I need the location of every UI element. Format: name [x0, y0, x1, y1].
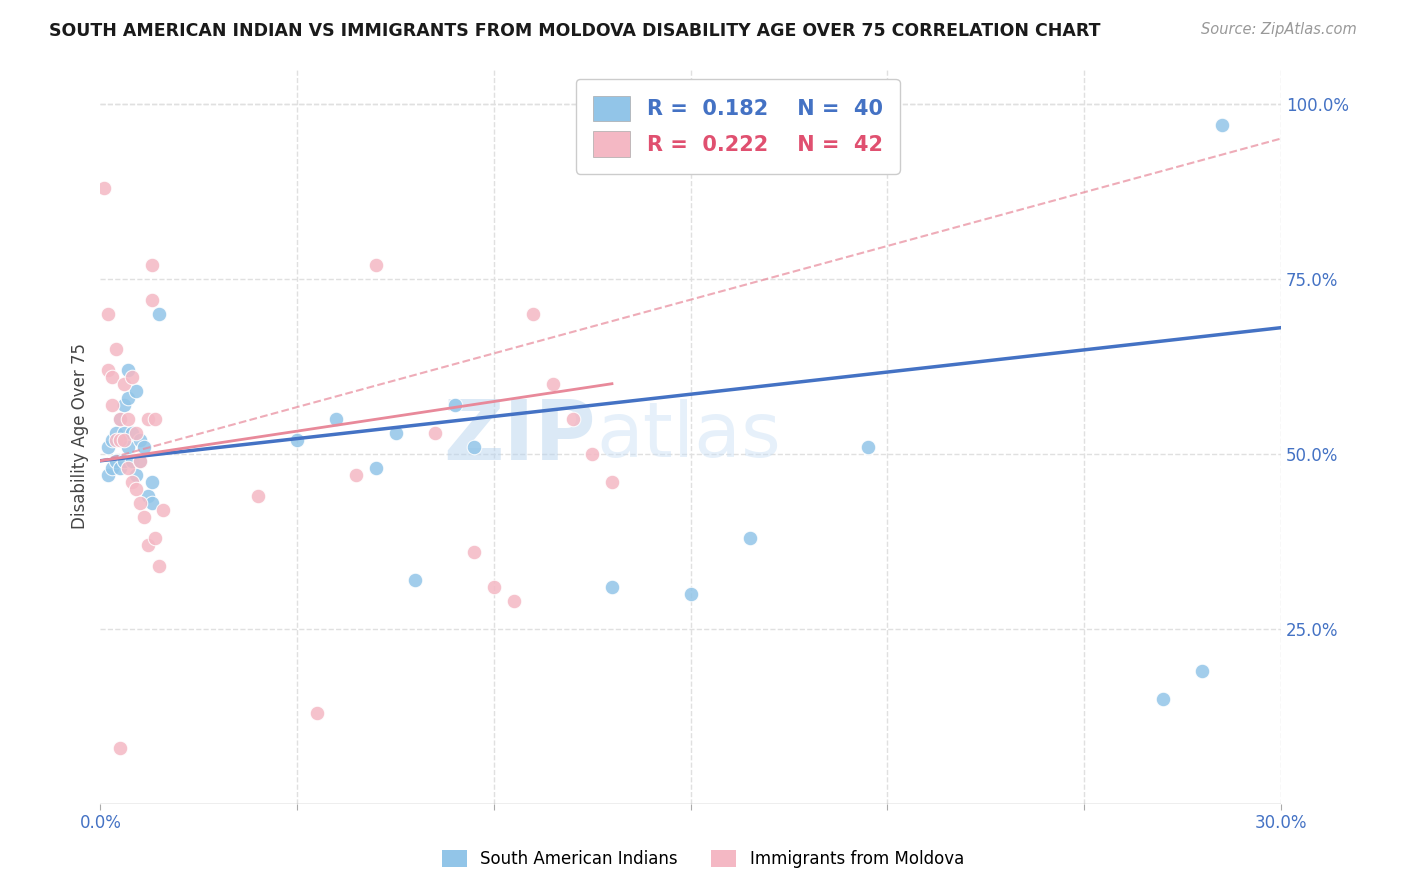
Point: [541, 376, 564, 391]
Point: [132, 440, 155, 454]
Text: atlas: atlas: [596, 400, 782, 474]
Point: [364, 258, 387, 272]
Point: [117, 391, 139, 405]
Point: [305, 706, 328, 720]
Point: [1152, 692, 1174, 706]
Point: [128, 454, 150, 468]
Text: SOUTH AMERICAN INDIAN VS IMMIGRANTS FROM MOLDOVA DISABILITY AGE OVER 75 CORRELAT: SOUTH AMERICAN INDIAN VS IMMIGRANTS FROM…: [49, 22, 1101, 40]
Point: [97, 440, 120, 454]
Point: [600, 580, 623, 594]
Point: [112, 454, 135, 468]
Point: [141, 496, 163, 510]
Text: Source: ZipAtlas.com: Source: ZipAtlas.com: [1201, 22, 1357, 37]
Point: [128, 454, 150, 468]
Point: [108, 433, 131, 447]
Point: [112, 425, 135, 440]
Point: [105, 433, 128, 447]
Point: [108, 411, 131, 425]
Point: [325, 411, 347, 425]
Point: [108, 460, 131, 475]
Point: [522, 307, 544, 321]
Point: [128, 433, 150, 447]
Point: [344, 467, 367, 482]
Point: [128, 496, 150, 510]
Point: [738, 531, 761, 545]
Point: [482, 580, 505, 594]
Point: [581, 447, 603, 461]
Point: [117, 362, 139, 376]
Point: [1211, 118, 1233, 132]
Point: [679, 587, 702, 601]
Point: [145, 531, 167, 545]
Point: [423, 425, 446, 440]
Point: [117, 440, 139, 454]
Point: [136, 538, 159, 552]
Point: [101, 433, 124, 447]
Point: [561, 411, 583, 425]
Point: [136, 411, 159, 425]
Point: [145, 411, 167, 425]
Point: [117, 460, 139, 475]
Point: [97, 362, 120, 376]
Point: [136, 489, 159, 503]
Point: [101, 398, 124, 412]
Point: [132, 509, 155, 524]
Point: [463, 440, 485, 454]
Point: [112, 376, 135, 391]
Point: [108, 433, 131, 447]
Point: [121, 475, 143, 489]
Point: [141, 258, 163, 272]
Text: ZIP: ZIP: [444, 396, 596, 476]
Point: [112, 398, 135, 412]
Point: [105, 425, 128, 440]
Point: [97, 467, 120, 482]
Point: [600, 475, 623, 489]
Point: [108, 741, 131, 756]
Point: [93, 180, 115, 194]
Point: [117, 411, 139, 425]
Point: [125, 482, 148, 496]
Point: [125, 384, 148, 398]
Point: [101, 460, 124, 475]
Point: [97, 307, 120, 321]
Point: [443, 398, 465, 412]
Point: [502, 594, 524, 608]
Point: [364, 460, 387, 475]
Point: [404, 573, 426, 587]
Point: [105, 454, 128, 468]
Point: [105, 342, 128, 356]
Legend: South American Indians, Immigrants from Moldova: South American Indians, Immigrants from …: [436, 843, 970, 875]
Point: [121, 425, 143, 440]
Point: [101, 369, 124, 384]
Y-axis label: Disability Age Over 75: Disability Age Over 75: [72, 343, 89, 529]
Point: [148, 558, 170, 573]
Point: [125, 467, 148, 482]
Point: [141, 475, 163, 489]
Point: [121, 454, 143, 468]
Point: [125, 425, 148, 440]
Point: [121, 369, 143, 384]
Point: [463, 545, 485, 559]
Point: [148, 307, 170, 321]
Point: [1191, 664, 1213, 678]
Point: [108, 411, 131, 425]
Point: [112, 433, 135, 447]
Point: [285, 433, 308, 447]
Point: [152, 503, 174, 517]
Point: [246, 489, 269, 503]
Legend: R =  0.182    N =  40, R =  0.222    N =  42: R = 0.182 N = 40, R = 0.222 N = 42: [576, 78, 900, 174]
Point: [384, 425, 406, 440]
Point: [856, 440, 879, 454]
Point: [141, 293, 163, 307]
